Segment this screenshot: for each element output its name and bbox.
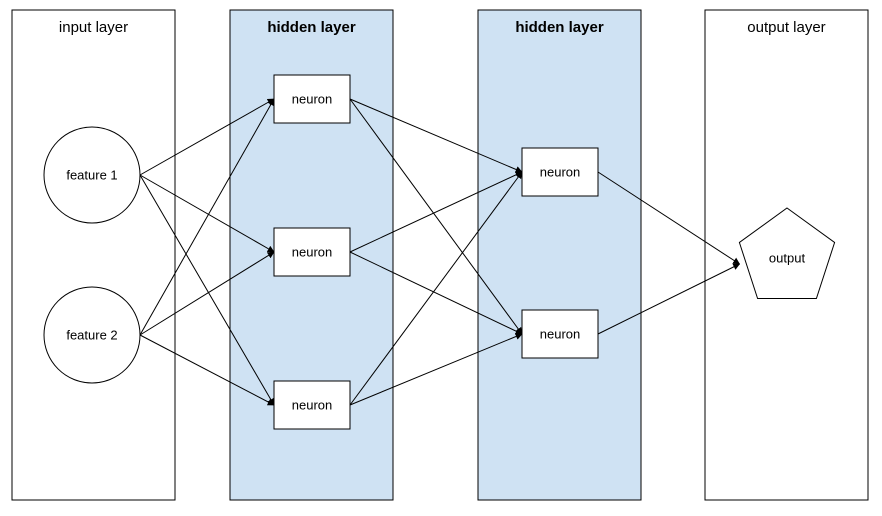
node-label-f1: feature 1 xyxy=(66,168,117,183)
node-label-out: output xyxy=(769,251,806,266)
node-f1: feature 1 xyxy=(44,127,140,223)
node-label-h2a: neuron xyxy=(540,165,580,180)
node-label-h2b: neuron xyxy=(540,327,580,342)
layer-title-input: input layer xyxy=(59,19,128,36)
layer-title-output: output layer xyxy=(747,19,825,36)
layer-title-hidden2: hidden layer xyxy=(515,19,604,36)
layer-hidden2: hidden layer xyxy=(478,10,641,500)
node-label-f2: feature 2 xyxy=(66,328,117,343)
node-label-h1b: neuron xyxy=(292,245,332,260)
node-h1b: neuron xyxy=(274,228,350,276)
node-f2: feature 2 xyxy=(44,287,140,383)
node-h1a: neuron xyxy=(274,75,350,123)
node-h2a: neuron xyxy=(522,148,598,196)
node-h2b: neuron xyxy=(522,310,598,358)
neural-network-diagram: input layer hidden layer hidden layer outpu… xyxy=(0,0,882,516)
layer-input: input layer xyxy=(12,10,175,500)
node-label-h1c: neuron xyxy=(292,398,332,413)
node-h1c: neuron xyxy=(274,381,350,429)
layer-title-hidden1: hidden layer xyxy=(267,19,356,36)
node-label-h1a: neuron xyxy=(292,92,332,107)
